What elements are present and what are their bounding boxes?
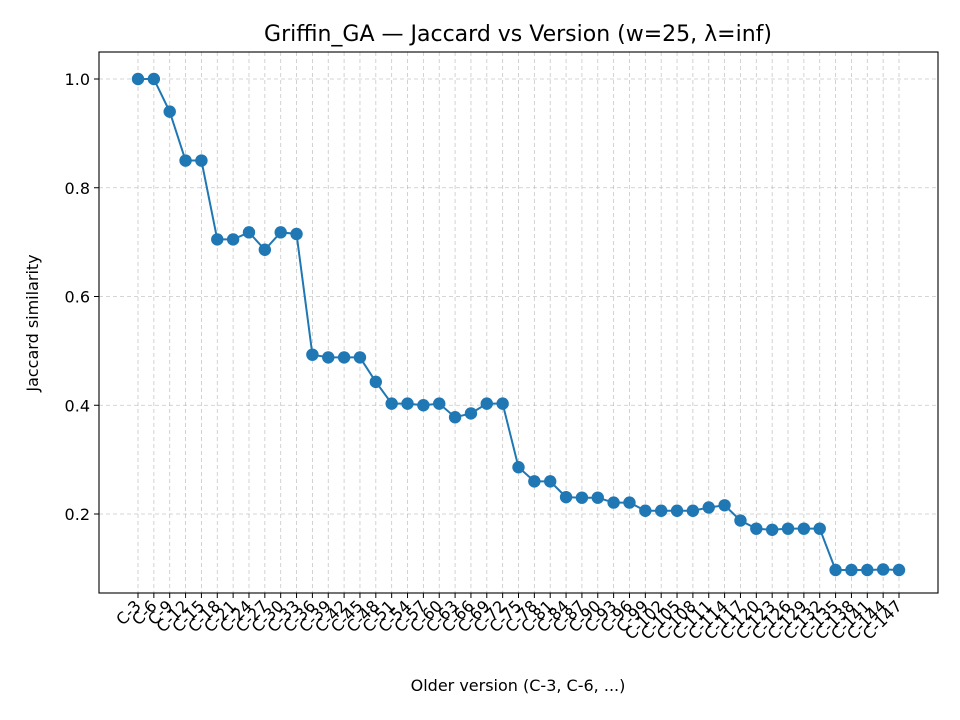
data-point — [544, 475, 557, 488]
data-point — [464, 407, 478, 420]
data-point — [861, 563, 874, 577]
data-point — [813, 522, 826, 535]
plot-frame — [98, 51, 939, 594]
data-point — [480, 397, 493, 410]
data-point — [639, 504, 652, 517]
data-point — [274, 226, 287, 239]
data-point — [401, 397, 414, 410]
data-point — [829, 563, 842, 577]
data-point — [686, 504, 700, 517]
data-point — [718, 499, 731, 512]
y-axis-label: Jaccard similarity — [23, 254, 42, 392]
data-point — [781, 522, 795, 535]
data-point — [433, 397, 446, 410]
data-point — [591, 491, 604, 504]
data-point — [575, 491, 589, 504]
data-point — [528, 475, 541, 488]
data-point — [892, 563, 906, 577]
data-point — [654, 504, 668, 517]
data-point — [306, 348, 319, 361]
data-point — [876, 563, 890, 576]
y-tick-label: 0.2 — [65, 505, 90, 524]
data-point — [670, 504, 684, 517]
data-point — [845, 563, 858, 577]
data-point — [242, 226, 256, 239]
data-point — [512, 461, 525, 474]
data-point — [322, 351, 335, 364]
data-point — [448, 411, 462, 424]
data-point — [163, 105, 176, 118]
data-point — [734, 514, 747, 527]
data-point — [258, 243, 272, 256]
data-point — [211, 233, 224, 246]
series-layer — [131, 72, 906, 577]
data-point — [417, 399, 430, 412]
data-point — [337, 351, 351, 364]
y-tick-label: 0.4 — [65, 396, 90, 415]
data-point — [131, 72, 145, 86]
data-point — [496, 397, 509, 410]
data-point — [607, 496, 620, 509]
data-point — [797, 522, 811, 535]
chart-title: Griffin_GA — Jaccard vs Version (w=25, λ… — [264, 22, 772, 47]
data-point — [385, 397, 398, 410]
y-tick-label: 0.8 — [65, 179, 90, 198]
data-point — [226, 233, 240, 246]
data-point — [195, 154, 208, 167]
data-point — [623, 496, 636, 509]
data-point — [750, 522, 763, 535]
data-point — [290, 227, 303, 241]
data-point — [179, 154, 192, 167]
data-point — [353, 351, 367, 364]
data-point — [559, 490, 573, 504]
data-point — [369, 375, 383, 389]
data-point — [147, 72, 161, 86]
x-axis-label: Older version (C-3, C-6, ...) — [411, 676, 626, 695]
y-tick-label: 1.0 — [65, 70, 90, 89]
y-tick-label: 0.6 — [65, 288, 90, 307]
data-point — [702, 501, 715, 514]
data-point — [765, 523, 779, 536]
